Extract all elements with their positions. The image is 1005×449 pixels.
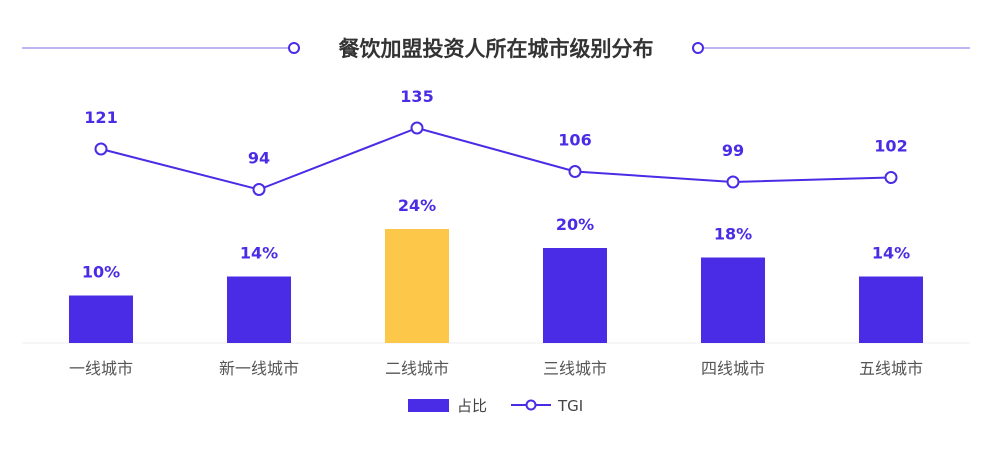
tgi-point-2 [410,121,424,135]
bar-value-label-3: 20% [556,215,594,234]
legend-swatch-bar [408,399,449,412]
bar-0 [69,295,133,343]
bar-value-label-2: 24% [398,196,436,215]
legend-label-line: TGI [557,397,583,415]
bar-value-label-4: 18% [714,225,752,244]
tgi-line-series [94,121,898,196]
tgi-value-label-1: 94 [248,149,270,168]
tgi-value-label-4: 99 [722,141,744,160]
tgi-value-label-2: 135 [400,87,433,106]
tgi-point-0 [94,142,108,156]
x-tick-label-5: 五线城市 [859,359,923,378]
bar-series [69,229,923,343]
tgi-point-3 [568,165,582,178]
tgi-value-label-5: 102 [874,137,907,156]
x-tick-label-2: 二线城市 [385,359,449,378]
tgi-value-label-0: 121 [84,108,117,127]
bar-1 [227,276,291,343]
x-tick-label-0: 一线城市 [69,359,133,378]
tgi-point-4 [726,175,740,189]
x-tick-label-3: 三线城市 [543,359,607,378]
legend-label-bar: 占比 [457,397,487,415]
bar-5 [859,276,923,343]
tgi-point-1 [252,183,266,196]
bar-value-label-5: 14% [872,244,910,263]
tgi-value-labels: 121 94 135 106 99 102 [84,87,907,168]
chart-title: 餐饮加盟投资人所在城市级别分布 [339,37,654,61]
x-axis-tick-labels: 一线城市 新一线城市 二线城市 三线城市 四线城市 五线城市 [69,359,923,378]
x-tick-label-4: 四线城市 [701,359,765,378]
bar-value-labels: 10% 14% 24% 20% 18% 14% [82,196,910,282]
title-dot-right [692,42,704,54]
bar-value-label-0: 10% [82,263,120,282]
tgi-line [100,126,892,191]
bar-3 [543,248,607,343]
bar-2 [385,229,449,343]
bar-value-label-1: 14% [240,244,278,263]
title-dot-left [288,42,300,54]
legend-swatch-line-marker [525,399,537,411]
tgi-value-label-3: 106 [558,131,591,150]
bar-4 [701,257,765,343]
legend: 占比 TGI [408,397,583,415]
tgi-point-5 [884,171,898,184]
x-tick-label-1: 新一线城市 [219,359,299,378]
title-decoration [22,42,970,54]
